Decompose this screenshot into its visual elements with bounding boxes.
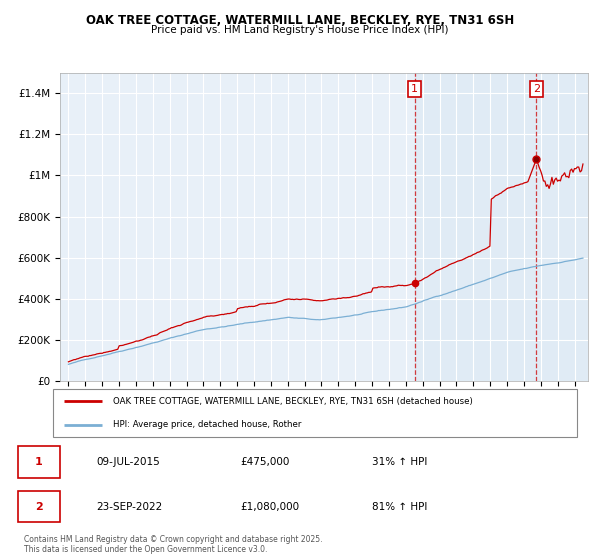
Text: 31% ↑ HPI: 31% ↑ HPI [372, 457, 427, 467]
Text: OAK TREE COTTAGE, WATERMILL LANE, BECKLEY, RYE, TN31 6SH: OAK TREE COTTAGE, WATERMILL LANE, BECKLE… [86, 14, 514, 27]
Text: OAK TREE COTTAGE, WATERMILL LANE, BECKLEY, RYE, TN31 6SH (detached house): OAK TREE COTTAGE, WATERMILL LANE, BECKLE… [113, 397, 473, 406]
Text: Price paid vs. HM Land Registry's House Price Index (HPI): Price paid vs. HM Land Registry's House … [151, 25, 449, 35]
Text: HPI: Average price, detached house, Rother: HPI: Average price, detached house, Roth… [113, 420, 301, 429]
Text: 1: 1 [35, 457, 43, 467]
Text: 23-SEP-2022: 23-SEP-2022 [96, 502, 162, 512]
Text: 09-JUL-2015: 09-JUL-2015 [96, 457, 160, 467]
Text: 2: 2 [35, 502, 43, 512]
Text: £475,000: £475,000 [240, 457, 289, 467]
Text: 1: 1 [411, 84, 418, 94]
FancyBboxPatch shape [53, 389, 577, 437]
Text: Contains HM Land Registry data © Crown copyright and database right 2025.
This d: Contains HM Land Registry data © Crown c… [24, 535, 323, 554]
Bar [415, 73, 592, 381]
Text: 2: 2 [533, 84, 540, 94]
Text: 81% ↑ HPI: 81% ↑ HPI [372, 502, 427, 512]
Text: £1,080,000: £1,080,000 [240, 502, 299, 512]
